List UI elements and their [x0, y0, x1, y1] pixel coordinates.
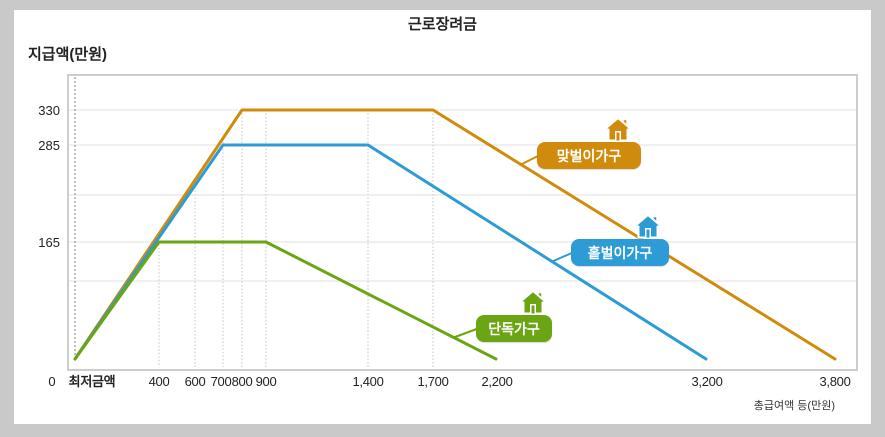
legend-connector	[453, 327, 479, 339]
series-lines	[73, 108, 837, 361]
y-tick-label: 330	[38, 103, 60, 118]
chart-panel	[14, 10, 871, 424]
x-tick-label: 3,800	[819, 374, 850, 389]
x-tick-label: 3,200	[691, 374, 722, 389]
x-tick-label: 2,200	[481, 374, 512, 389]
x-tick-label: 400	[149, 374, 170, 389]
y-tick-label: 165	[38, 235, 60, 250]
gridlines	[68, 109, 857, 367]
x-axis-label: 총급여액 등(만원)	[753, 400, 835, 412]
chart-title: 근로장려금	[407, 16, 477, 33]
series-line-3	[73, 240, 498, 361]
x-tick-label: 600	[185, 374, 206, 389]
plot-border	[67, 74, 858, 371]
legend-connector	[520, 154, 540, 166]
x-tick-label: 1,700	[417, 374, 448, 389]
origin-label: 0	[48, 374, 55, 389]
legend-connector	[551, 251, 574, 263]
x-tick-label: 800	[232, 374, 253, 389]
x-tick-label: 최저금액	[69, 374, 116, 389]
series-line-2	[73, 143, 708, 361]
x-tick-label: 700	[211, 374, 232, 389]
y-tick-label: 285	[38, 138, 60, 153]
tick-labels: 330 285 165 0 최저금액 400 600 700 800 900 1,400 1,700 2…	[38, 103, 851, 389]
x-tick-label: 900	[256, 374, 277, 389]
x-tick-label: 1,400	[352, 374, 383, 389]
series-line-1	[73, 108, 837, 361]
y-axis-label: 지급액(만원)	[28, 46, 107, 63]
